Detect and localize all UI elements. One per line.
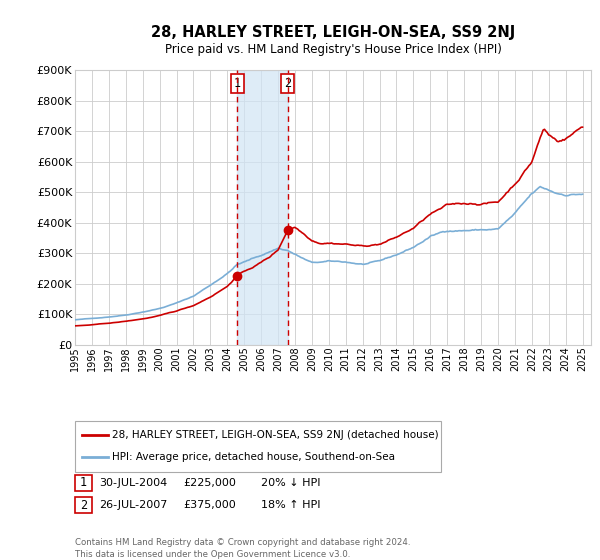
Text: 28, HARLEY STREET, LEIGH-ON-SEA, SS9 2NJ (detached house): 28, HARLEY STREET, LEIGH-ON-SEA, SS9 2NJ… <box>112 430 439 440</box>
Text: 2: 2 <box>80 498 87 512</box>
Text: 2: 2 <box>284 77 292 90</box>
Text: 18% ↑ HPI: 18% ↑ HPI <box>261 500 320 510</box>
Text: 1: 1 <box>233 77 241 90</box>
Text: HPI: Average price, detached house, Southend-on-Sea: HPI: Average price, detached house, Sout… <box>112 452 395 463</box>
Text: 1: 1 <box>80 476 87 489</box>
Text: 30-JUL-2004: 30-JUL-2004 <box>99 478 167 488</box>
Bar <box>237 70 288 345</box>
Text: This data is licensed under the Open Government Licence v3.0.: This data is licensed under the Open Gov… <box>75 550 350 559</box>
Text: 20% ↓ HPI: 20% ↓ HPI <box>261 478 320 488</box>
Text: 26-JUL-2007: 26-JUL-2007 <box>99 500 167 510</box>
Text: 28, HARLEY STREET, LEIGH-ON-SEA, SS9 2NJ: 28, HARLEY STREET, LEIGH-ON-SEA, SS9 2NJ <box>151 25 515 40</box>
Text: Contains HM Land Registry data © Crown copyright and database right 2024.: Contains HM Land Registry data © Crown c… <box>75 538 410 547</box>
Text: Price paid vs. HM Land Registry's House Price Index (HPI): Price paid vs. HM Land Registry's House … <box>164 43 502 55</box>
Text: £375,000: £375,000 <box>183 500 236 510</box>
Text: £225,000: £225,000 <box>183 478 236 488</box>
